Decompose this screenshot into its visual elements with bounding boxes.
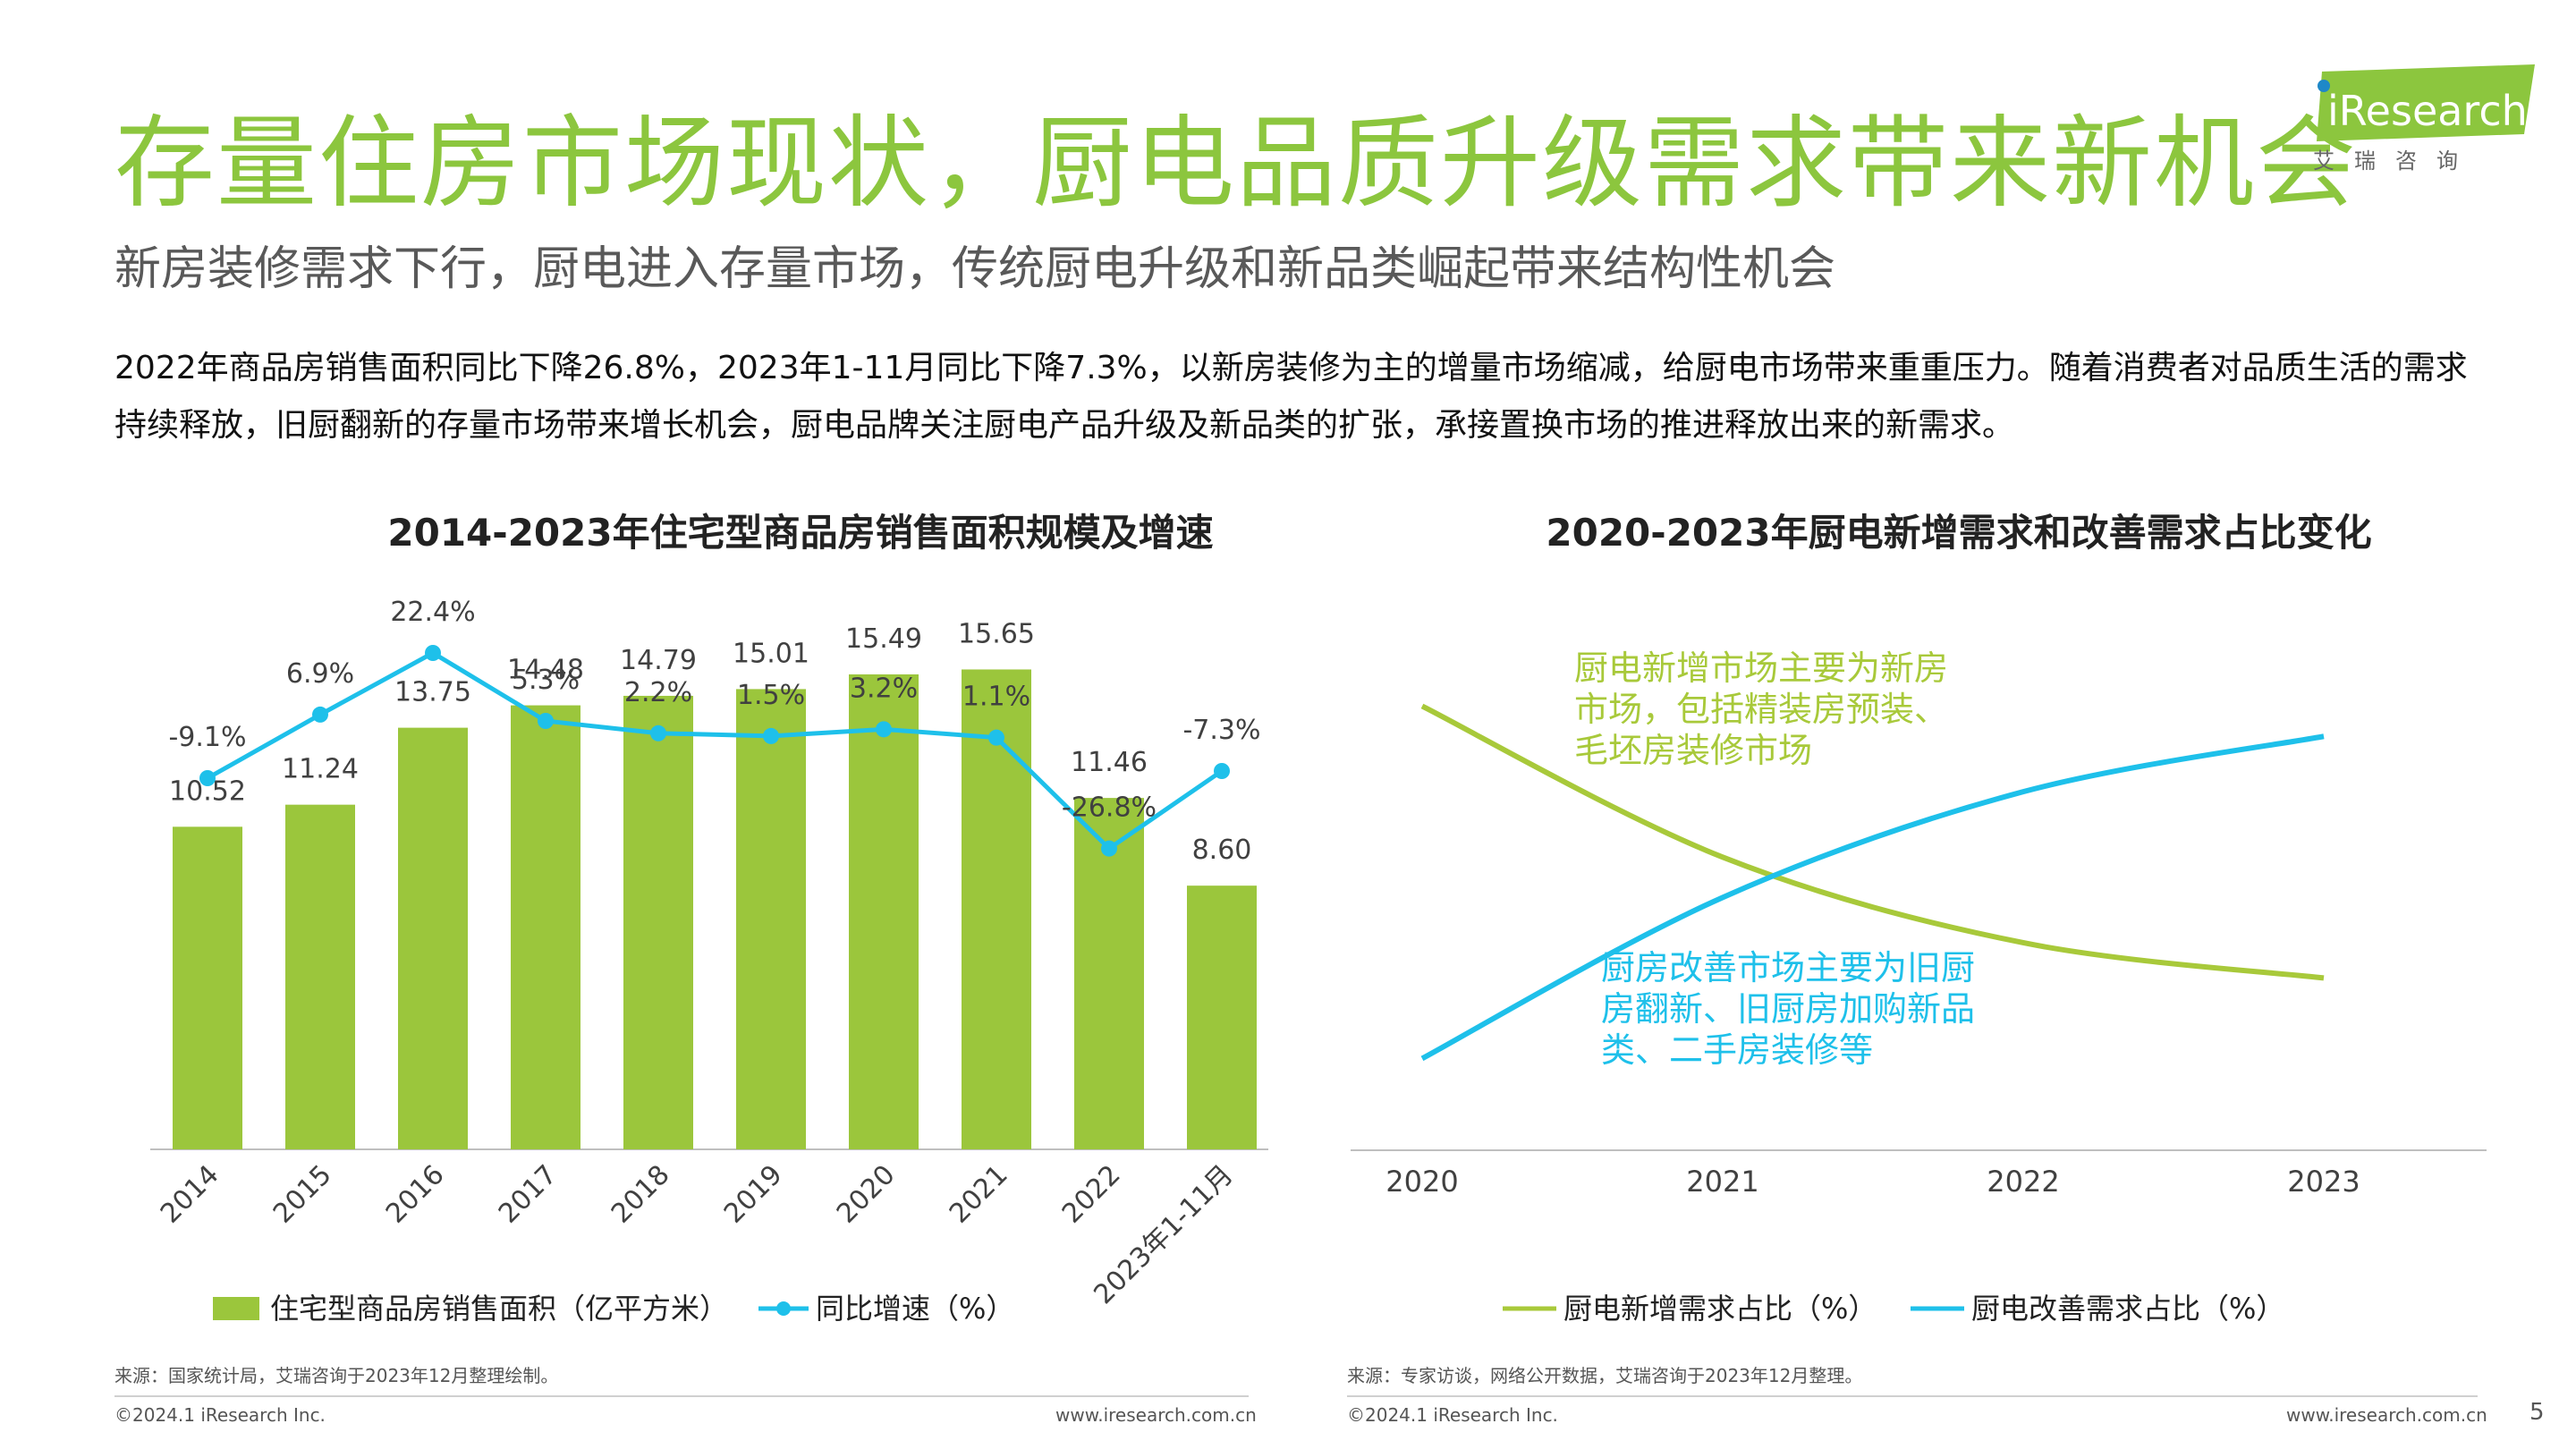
new-demand-line <box>1420 703 2325 981</box>
footer-url-left: www.iresearch.com.cn <box>1055 1404 1257 1426</box>
logo-text: iResearch <box>2327 87 2528 135</box>
x-tick-label: 2014 <box>155 1159 225 1230</box>
growth-data-label: 1.1% <box>962 682 1030 713</box>
bar <box>736 689 806 1149</box>
summary-paragraph: 2022年商品房销售面积同比下降26.8%，2023年1-11月同比下降7.3%… <box>114 350 2468 444</box>
growth-point <box>425 645 441 661</box>
legend-bar-label: 住宅型商品房销售面积（亿平方米） <box>270 1292 728 1326</box>
growth-line <box>206 650 1224 852</box>
bar <box>511 705 580 1149</box>
bar <box>285 804 355 1149</box>
chart-left-source: 来源：国家统计局，艾瑞咨询于2023年12月整理绘制。 <box>114 1365 559 1386</box>
x-tick-label: 2023 <box>2287 1165 2360 1199</box>
bar <box>623 695 693 1149</box>
bar-data-label: 11.24 <box>282 754 359 785</box>
x-tick-label: 2019 <box>718 1159 789 1230</box>
chart-right: 2020 2021 2022 2023 厨电新增市场主要为新房市场，包括精装房预装、毛坯… <box>1351 648 2487 1326</box>
logo-chinese-name: 艾瑞咨询 <box>2313 148 2478 174</box>
bar-data-label: 15.65 <box>958 618 1035 649</box>
growth-point <box>1101 840 1117 857</box>
legend-bar-swatch <box>213 1297 259 1320</box>
bar-data-label: 14.79 <box>620 645 697 676</box>
growth-point <box>763 727 779 744</box>
footer-divider-right <box>1347 1395 2478 1397</box>
bar <box>173 826 242 1149</box>
x-tick-label: 2022 <box>1056 1159 1127 1230</box>
growth-point <box>650 724 666 741</box>
bar-data-label: 14.48 <box>507 655 584 686</box>
growth-data-label: 2.2% <box>624 677 692 708</box>
logo-banner <box>2317 64 2535 141</box>
bar <box>1187 886 1257 1149</box>
legend-new-label: 厨电新增需求占比（%） <box>1563 1292 1877 1326</box>
footer-url-right: www.iresearch.com.cn <box>2286 1404 2487 1426</box>
growth-data-label: 1.5% <box>737 680 805 711</box>
x-tick-label: 2021 <box>944 1159 1014 1230</box>
iresearch-logo: iResearch <box>2317 64 2535 141</box>
page-subtitle: 新房装修需求下行，厨电进入存量市场，传统厨电升级和新品类崛起带来结构性机会 <box>114 242 1836 296</box>
growth-data-label: 5.3% <box>512 665 580 696</box>
new-demand-annotation: 厨电新增市场主要为新房市场，包括精装房预装、毛坯房装修市场 <box>1574 648 1948 770</box>
footer-copyright-right: ©2024.1 iResearch Inc. <box>1347 1404 1558 1426</box>
bar-data-label: 13.75 <box>394 677 471 708</box>
x-tick-label: 2016 <box>380 1159 451 1230</box>
growth-point <box>312 706 328 723</box>
bar-data-label: 15.01 <box>733 638 809 669</box>
growth-data-label: -7.3% <box>1182 715 1260 746</box>
bar <box>398 727 468 1149</box>
growth-point <box>1214 763 1230 779</box>
page-number: 5 <box>2529 1399 2545 1426</box>
growth-data-label: 22.4% <box>390 597 475 628</box>
footer-copyright-left: ©2024.1 iResearch Inc. <box>114 1404 326 1426</box>
legend-line-marker <box>776 1301 791 1316</box>
growth-point <box>538 713 554 729</box>
footer-divider-left <box>114 1395 1249 1397</box>
x-tick-label: 2020 <box>1385 1165 1458 1199</box>
chart-right-source: 来源：专家访谈，网络公开数据，艾瑞咨询于2023年12月整理。 <box>1347 1365 1863 1386</box>
x-tick-label: 2021 <box>1686 1165 1758 1199</box>
growth-data-label: 3.2% <box>850 673 918 704</box>
bar-data-label: 11.46 <box>1071 747 1148 778</box>
bar <box>962 669 1031 1149</box>
bar <box>849 674 919 1149</box>
x-tick-label: 2017 <box>493 1159 564 1230</box>
chart-left-title: 2014-2023年住宅型商品房销售面积规模及增速 <box>387 511 1214 555</box>
growth-data-label: -9.1% <box>168 722 246 753</box>
x-tick-label: 2015 <box>267 1159 338 1230</box>
upgrade-demand-line <box>1420 733 2325 1062</box>
growth-point <box>988 729 1004 746</box>
x-tick-label: 2018 <box>606 1159 676 1230</box>
upgrade-demand-annotation: 厨房改善市场主要为旧厨房翻新、旧厨房加购新品类、二手房装修等 <box>1601 948 1975 1070</box>
x-tick-label: 2020 <box>831 1159 902 1230</box>
page-title: 存量住房市场现状，厨电品质升级需求带来新机会 <box>114 106 2358 222</box>
bar-data-label: 15.49 <box>845 623 922 655</box>
chart-right-title: 2020-2023年厨电新增需求和改善需求占比变化 <box>1546 511 2372 555</box>
growth-point <box>199 770 216 786</box>
legend-line-label: 同比增速（%） <box>816 1292 1014 1326</box>
logo-dot-icon <box>2318 80 2330 92</box>
bar-data-label: 8.60 <box>1192 835 1252 866</box>
growth-data-label: -26.8% <box>1062 792 1157 824</box>
growth-data-label: 6.9% <box>286 658 354 690</box>
growth-point <box>876 721 892 738</box>
legend-upgrade-label: 厨电改善需求占比（%） <box>1971 1292 2284 1326</box>
x-tick-label: 2022 <box>1987 1165 2059 1199</box>
